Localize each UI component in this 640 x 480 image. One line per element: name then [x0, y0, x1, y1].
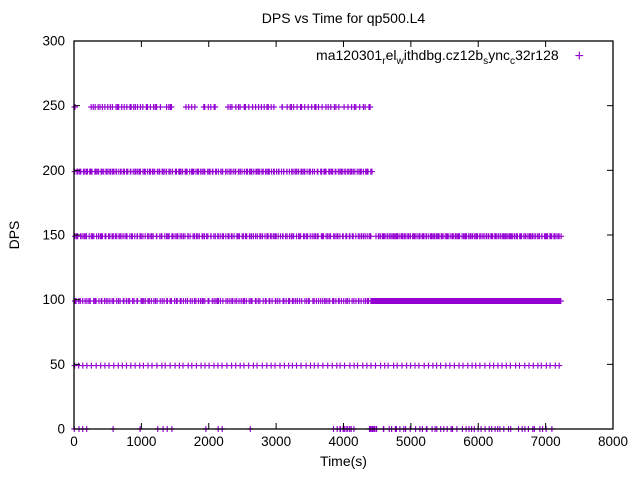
x-tick-label: 3000 — [261, 434, 291, 449]
x-tick-label: 0 — [70, 434, 78, 449]
y-tick-label: 250 — [42, 98, 65, 113]
y-tick-label: 0 — [57, 422, 65, 437]
x-tick-label: 8000 — [598, 434, 628, 449]
x-tick-label: 4000 — [328, 434, 358, 449]
y-tick-label: 50 — [50, 357, 65, 372]
x-tick-label: 7000 — [531, 434, 561, 449]
x-axis-label: Time(s) — [320, 453, 367, 469]
y-tick-label: 150 — [42, 228, 65, 243]
chart-title: DPS vs Time for qp500.L4 — [261, 10, 426, 26]
y-axis-label: DPS — [6, 220, 22, 250]
y-tick-label: 300 — [42, 34, 65, 49]
x-tick-label: 1000 — [126, 434, 156, 449]
legend-label: ma120301relwithdbg.cz12bsyncc32r128 — [316, 47, 559, 67]
legend-marker: + — [574, 48, 584, 65]
series-points — [71, 104, 565, 432]
y-tick-label: 200 — [42, 163, 65, 178]
x-tick-label: 6000 — [463, 434, 493, 449]
x-tick-label: 5000 — [396, 434, 426, 449]
y-tick-label: 100 — [42, 292, 65, 307]
legend: ma120301relwithdbg.cz12bsyncc32r128 + — [316, 47, 584, 67]
x-tick-label: 2000 — [194, 434, 224, 449]
